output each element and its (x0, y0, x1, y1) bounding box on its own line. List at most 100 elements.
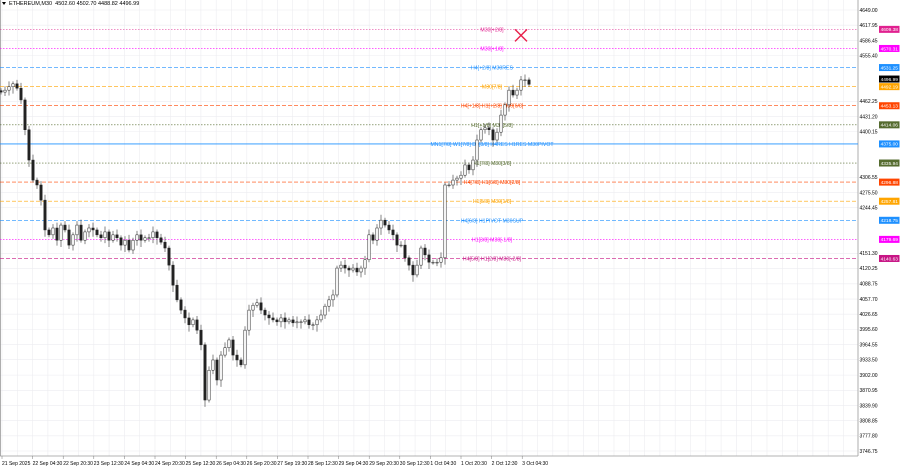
candle-body (7, 86, 11, 91)
candle-body (155, 231, 159, 239)
y-tick-label: 3808.85 (860, 418, 878, 424)
candle-body (395, 234, 399, 246)
x-tick-label: 22 Sep 04:30 (33, 461, 63, 467)
current-price-tag (879, 75, 900, 83)
candle-body (283, 317, 287, 323)
candle-body (439, 257, 443, 263)
y-tick-label: 3995.60 (860, 327, 878, 333)
x-tick-label: 25 Sep 12:30 (186, 461, 216, 467)
level-label: H1[7/8] M30[3/8] (473, 161, 512, 167)
candle-body (59, 224, 63, 241)
candle-body (131, 239, 135, 251)
candle-body (303, 319, 307, 323)
candle-body (367, 234, 371, 261)
candle-body (119, 237, 123, 246)
y-tick-label: 4586.45 (860, 38, 878, 44)
candle-body (435, 261, 439, 264)
candle-body (335, 267, 339, 296)
candle-body (255, 302, 259, 306)
candle-body (199, 329, 203, 346)
candle-body (151, 231, 155, 239)
candle-body (215, 359, 219, 381)
level-label: MN1[7/8] W1[7/8] D1[8/8] H4RES H1RES M30… (430, 142, 554, 148)
candle-body (423, 247, 427, 256)
candle-body (15, 83, 19, 89)
level-label: H1[+1/8] M30[5/8] (471, 123, 513, 129)
current-price-text: 4496.99 (881, 77, 899, 83)
candle-body (91, 227, 95, 231)
y-tick-label: 4057.70 (860, 297, 878, 303)
candle-body (0, 90, 3, 93)
level-price-tag-text: 4140.63 (881, 256, 899, 262)
candle-body (343, 264, 347, 269)
y-tick-label: 4462.25 (860, 99, 878, 105)
y-tick-label: 4617.95 (860, 23, 878, 29)
level-label: H4[6/8] H1PIVOT M30SUP (461, 218, 524, 224)
y-tick-label: 3746.75 (860, 449, 878, 455)
x-tick-label: 26 Sep 20:30 (247, 461, 277, 467)
candle-body (171, 264, 175, 286)
level-price-tag-text: 4335.94 (881, 161, 899, 167)
candle-body (63, 224, 67, 231)
level-price-tag (879, 140, 900, 148)
x-tick-label: 30 Sep 12:30 (400, 461, 430, 467)
candle-body (227, 339, 231, 348)
candle-body (467, 164, 471, 171)
level-price-tag (879, 64, 900, 72)
level-label: M30[+2/8] (480, 27, 504, 33)
level-label: H1[5/8] M30[1/8] (473, 199, 512, 205)
candle-body (163, 241, 167, 249)
level-price-tag (879, 235, 900, 243)
candle-body (279, 317, 283, 323)
candle-body (111, 234, 115, 241)
y-tick-label: 4400.15 (860, 129, 878, 135)
candle-body (83, 231, 87, 241)
candle-body (175, 284, 179, 301)
candle-body (147, 237, 151, 239)
candle-body (47, 229, 51, 236)
y-tick-label: 4649.00 (860, 8, 878, 14)
candle-body (207, 369, 211, 401)
candle-body (371, 234, 375, 241)
y-tick-label: 3933.50 (860, 358, 878, 364)
candle-body (355, 267, 359, 273)
candle-body (43, 199, 47, 231)
candle-body (455, 177, 459, 181)
candle-body (223, 347, 227, 356)
candle-body (471, 159, 475, 171)
candle-body (523, 79, 527, 81)
candle-body (11, 83, 15, 87)
candle-body (331, 294, 335, 301)
y-tick-label: 3902.00 (860, 373, 878, 379)
y-tick-label: 4306.55 (860, 175, 878, 181)
x-tick-label: 29 Sep 04:30 (339, 461, 369, 467)
level-label: H4[7/8] H1[6/8] M30[2/8] (464, 180, 521, 186)
candle-body (483, 127, 487, 131)
candle-body (299, 321, 303, 323)
level-price-tag-text: 4218.75 (881, 218, 899, 224)
y-tick-label: 4555.40 (860, 54, 878, 60)
candle-body (263, 309, 267, 316)
candle-body (339, 264, 343, 269)
dropdown-triangle-icon[interactable] (2, 2, 6, 6)
candle-body (451, 179, 455, 186)
level-price-tag (879, 197, 900, 205)
candle-body (107, 231, 111, 241)
candle-body (507, 89, 511, 106)
symbol-label: ETHEREUM,M30 (9, 1, 53, 7)
candle-body (475, 139, 479, 161)
level-price-tag (879, 178, 900, 186)
candle-body (95, 229, 99, 236)
candle-body (287, 319, 291, 323)
level-price-tag (879, 121, 900, 129)
candle-body (411, 264, 415, 276)
level-price-tag (879, 83, 900, 91)
x-tick-label: 26 Sep 04:30 (216, 461, 246, 467)
candle-body (463, 164, 467, 176)
x-tick-label: 29 Sep 20:30 (369, 461, 399, 467)
x-tick-label: 23 Sep 12:30 (94, 461, 124, 467)
level-label: H4[+1/8] H1[+2/8] M30[6/8] (461, 104, 524, 110)
candle-body (267, 314, 271, 319)
